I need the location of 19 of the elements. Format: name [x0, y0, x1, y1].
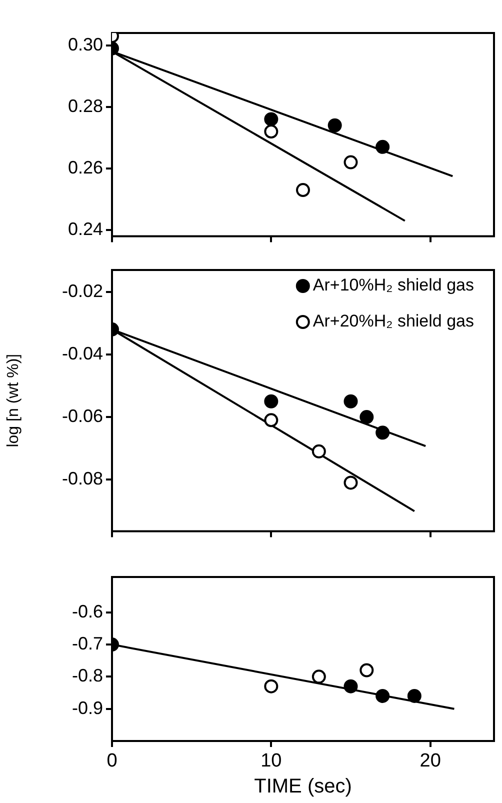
y-tick-label: -0.6: [72, 601, 103, 622]
x-axis-title: TIME (sec): [254, 776, 352, 798]
y-tick-label: -0.8: [72, 666, 103, 686]
x-tick-label: 0: [106, 750, 118, 772]
legend-label: Ar+10%H₂ shield gas: [312, 276, 474, 295]
y-tick-label: 0.28: [68, 96, 103, 116]
y-axis-title: log [n (wt %)]: [5, 354, 22, 448]
legend-label: Ar+20%H₂ shield gas: [312, 312, 474, 331]
y-tick-label: 0.30: [68, 34, 103, 54]
y-tick-label: 0.26: [68, 157, 103, 178]
x-tick-label: 10: [260, 750, 282, 772]
y-tick-label: -0.06: [62, 406, 103, 426]
y-tick-label: -0.08: [62, 468, 103, 489]
y-tick-label: -0.04: [62, 343, 103, 364]
y-tick-label: 0.24: [68, 219, 103, 240]
y-tick-label: -0.9: [72, 698, 103, 718]
x-tick-label: 20: [420, 750, 441, 772]
y-tick-label: -0.02: [62, 280, 103, 301]
y-tick-label: -0.7: [72, 634, 103, 654]
